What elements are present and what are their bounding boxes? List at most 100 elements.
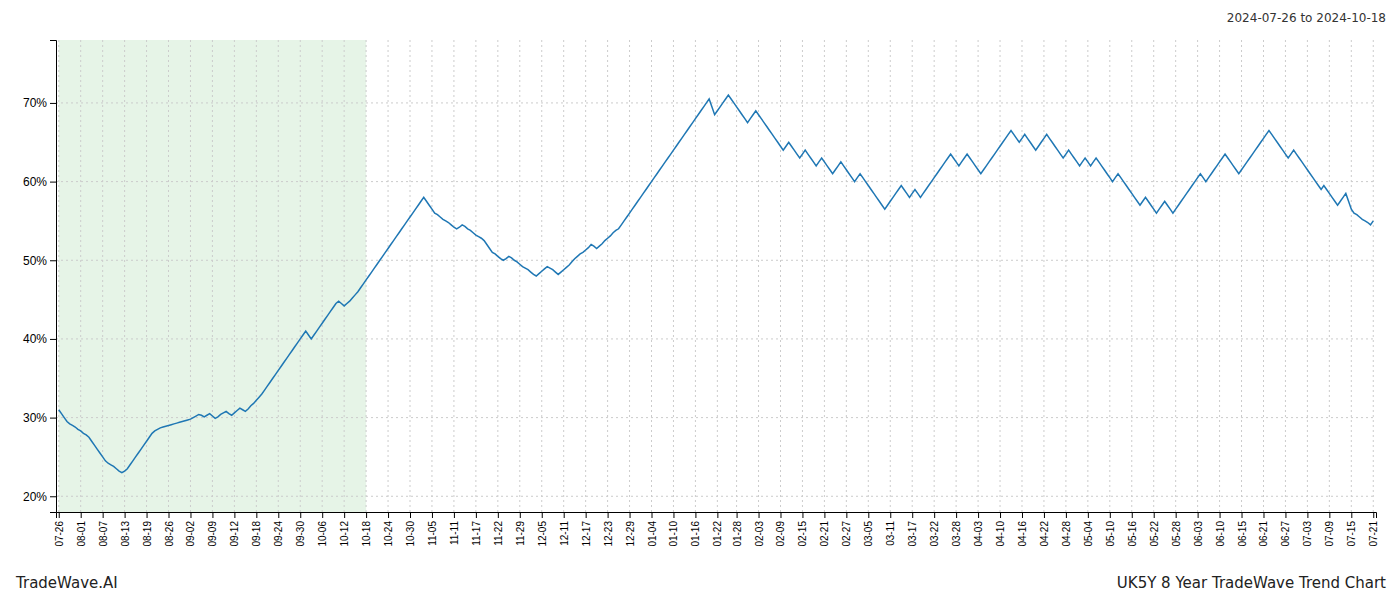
- grid-line: [673, 40, 674, 512]
- tick: 09-18: [251, 512, 262, 547]
- tick-label: 12-29: [625, 521, 636, 547]
- tick: 07-15: [1346, 512, 1357, 547]
- tick: 02-15: [797, 512, 808, 547]
- grid-line: [780, 40, 781, 512]
- tick: 03-22: [929, 512, 940, 547]
- tick-mark: [737, 512, 738, 518]
- grid-line: [344, 40, 345, 512]
- grid-line: [1373, 40, 1374, 512]
- tick-mark: [50, 103, 56, 104]
- tick-label: 02-21: [819, 521, 830, 547]
- tick-mark: [190, 512, 191, 518]
- tick-mark: [912, 512, 913, 518]
- tick-label: 04-28: [1061, 521, 1072, 547]
- grid-line: [56, 496, 1376, 497]
- tick: 04-03: [973, 512, 984, 547]
- tick-label: 08-19: [142, 521, 153, 547]
- grid-line: [519, 40, 520, 512]
- tick: 11-11: [449, 512, 460, 545]
- tick-label: 07-26: [54, 521, 65, 547]
- tick-mark: [846, 512, 847, 518]
- tick-mark: [586, 512, 587, 518]
- axis-line: [50, 41, 57, 513]
- grid-line: [736, 40, 737, 512]
- tick-label: 05-16: [1127, 521, 1138, 547]
- tick-mark: [978, 512, 979, 518]
- tick: 11-05: [427, 512, 438, 546]
- grid-line: [563, 40, 564, 512]
- grid-line: [1219, 40, 1220, 512]
- grid-line: [80, 40, 81, 512]
- tick: 09-30: [295, 512, 306, 547]
- tick-label: 03-05: [863, 521, 874, 547]
- grid-line: [1087, 40, 1088, 512]
- grid-line: [890, 40, 891, 512]
- tick-label: 50%: [23, 254, 47, 268]
- tick-label: 10-12: [339, 521, 350, 547]
- tick-label: 03-28: [951, 521, 962, 547]
- tick-label: 09-18: [251, 521, 262, 547]
- tick-mark: [50, 339, 56, 340]
- grid-line: [168, 40, 169, 512]
- tick-mark: [388, 512, 389, 518]
- tick: 05-16: [1127, 512, 1138, 547]
- tick: 01-28: [732, 512, 743, 547]
- tick: 20%: [23, 490, 56, 504]
- grid-line: [56, 181, 1376, 182]
- tick-label: 04-10: [995, 521, 1006, 547]
- tick-mark: [1066, 512, 1067, 518]
- tick: 10-18: [361, 512, 372, 547]
- grid-line: [541, 40, 542, 512]
- tick: 03-28: [951, 512, 962, 547]
- tick: 09-12: [229, 512, 240, 547]
- grid-line: [1065, 40, 1066, 512]
- tick-mark: [890, 512, 891, 518]
- grid-line: [1285, 40, 1286, 512]
- tick: 05-28: [1171, 512, 1182, 547]
- tick-mark: [81, 512, 82, 518]
- grid-line: [1351, 40, 1352, 512]
- tick-label: 08-13: [120, 521, 131, 547]
- tick: 05-10: [1105, 512, 1116, 547]
- tick-mark: [59, 512, 60, 518]
- tick-label: 05-22: [1149, 521, 1160, 547]
- grid-line: [1021, 40, 1022, 512]
- tick: 10-06: [317, 512, 328, 547]
- tick-mark: [103, 512, 104, 518]
- plot-area: [56, 40, 1376, 512]
- tick-label: 11-22: [493, 521, 504, 546]
- tick: 06-03: [1193, 512, 1204, 547]
- grid-line: [1131, 40, 1132, 512]
- tick-label: 06-21: [1258, 521, 1269, 547]
- tick: 02-09: [775, 512, 786, 547]
- axis-line: [57, 513, 1377, 519]
- grid-line: [431, 40, 432, 512]
- tick-mark: [476, 512, 477, 518]
- tick: 12-23: [603, 512, 614, 547]
- tick-mark: [542, 512, 543, 518]
- tick-label: 12-17: [581, 521, 592, 547]
- grid-line: [322, 40, 323, 512]
- grid-line: [102, 40, 103, 512]
- grid-line: [824, 40, 825, 512]
- grid-line: [1241, 40, 1242, 512]
- grid-line: [651, 40, 652, 512]
- tick-mark: [50, 182, 56, 183]
- tick: 10-24: [383, 512, 394, 547]
- grid-line: [802, 40, 803, 512]
- tick-mark: [366, 512, 367, 518]
- tick-label: 09-12: [229, 521, 240, 547]
- tick-label: 09-02: [185, 521, 196, 547]
- tick: 06-27: [1280, 512, 1291, 547]
- tick: 08-01: [76, 512, 87, 547]
- grid-line: [978, 40, 979, 512]
- tick-label: 60%: [23, 175, 47, 189]
- tick-label: 20%: [23, 490, 47, 504]
- tick-label: 11-17: [471, 521, 482, 546]
- tick-label: 09-09: [207, 521, 218, 547]
- tick-mark: [564, 512, 565, 518]
- tick: 02-21: [819, 512, 830, 547]
- grid-line: [410, 40, 411, 512]
- tick: 04-16: [1017, 512, 1028, 547]
- tick: 08-07: [98, 512, 109, 547]
